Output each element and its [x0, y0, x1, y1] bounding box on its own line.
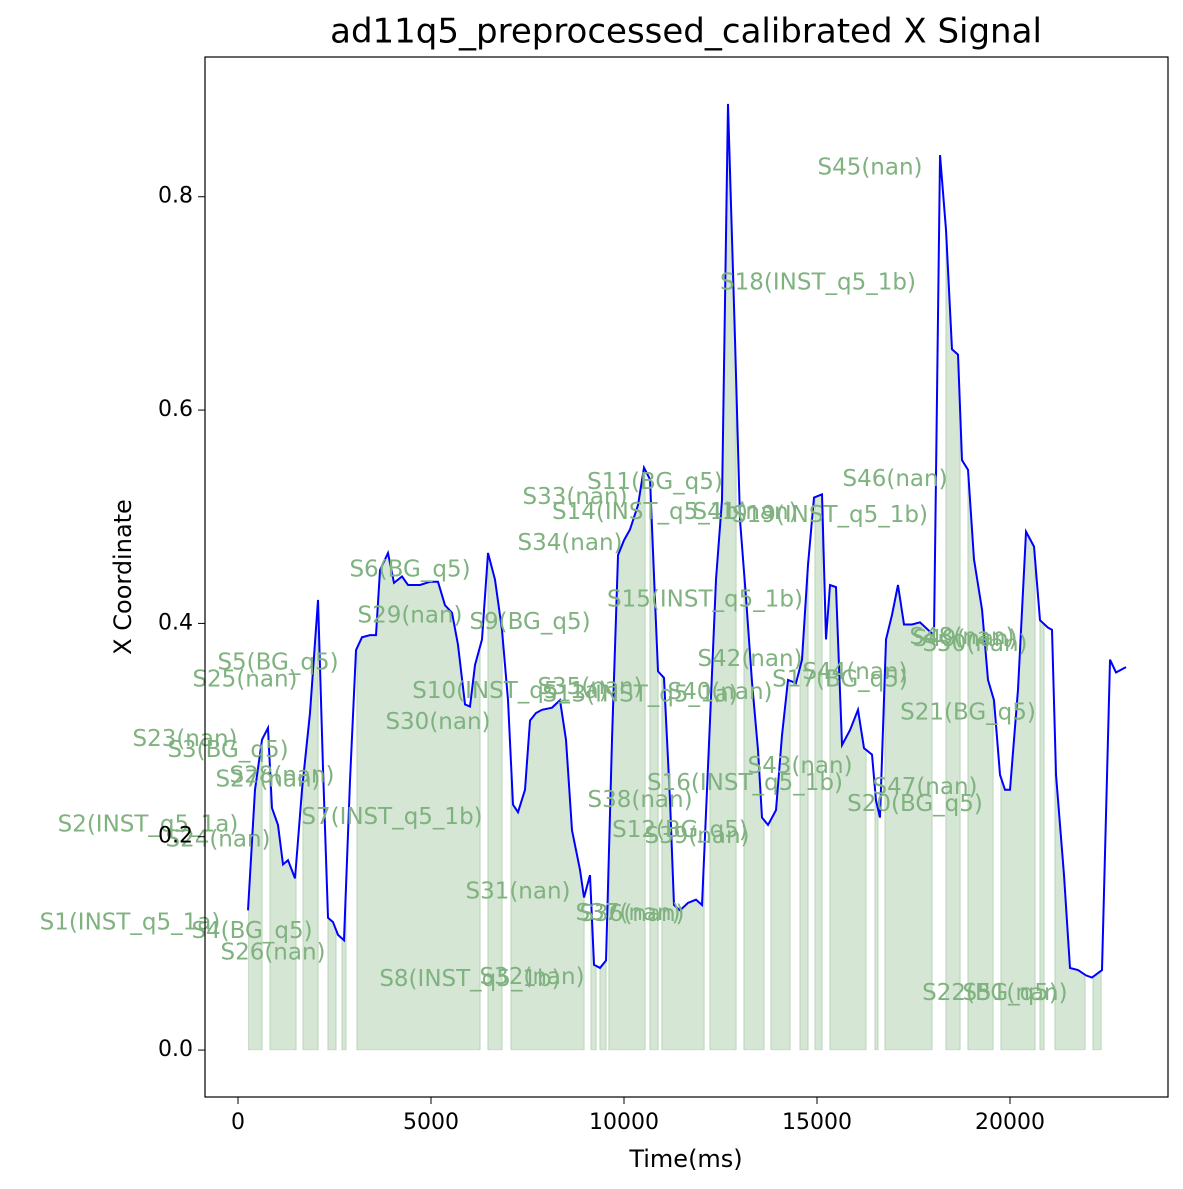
annotation: S11(BG_q5) [587, 469, 723, 495]
segment [945, 103, 961, 1051]
annotation: S10(INST_q5_1a) [412, 678, 607, 704]
plot: S1(INST_q5_1a) S2(INST_q5_1a) S3(BG_q5) S4(… [40, 103, 1127, 1006]
segment [743, 103, 765, 1051]
annotation: S37(nan) [575, 900, 680, 926]
annotation: S16(INST_q5_1b) [647, 770, 843, 796]
segment [814, 103, 823, 1051]
annotation: S44(nan) [802, 659, 907, 685]
annotation: S34(nan) [517, 530, 622, 556]
annotation: S25(nan) [192, 666, 297, 692]
segment [302, 103, 319, 1051]
plot-frame [204, 56, 1169, 1098]
annotation: S14(INST_q5_1b) [552, 499, 748, 525]
annotation: S5(BG_q5) [217, 649, 338, 675]
chart-title: ad11q5_preprocessed_calibrated X Signal [330, 12, 1042, 52]
annotation: S28(nan) [229, 762, 334, 788]
annotation: S43(nan) [747, 753, 852, 779]
annotation: S31(nan) [465, 879, 570, 905]
annotation: S32(nan) [479, 964, 584, 990]
segment [709, 103, 737, 1051]
annotation: S20(BG_q5) [847, 791, 983, 817]
annotation: S30(nan) [385, 709, 490, 735]
annotation: S27(nan) [215, 767, 320, 793]
annotation: S18(INST_q5_1b) [720, 270, 916, 296]
annotation: S33(nan) [522, 484, 627, 510]
annotation: S26(nan) [220, 940, 325, 966]
y-tick-label: 0.6 [158, 397, 193, 422]
segment [770, 103, 791, 1051]
segment [967, 103, 994, 1051]
annotation: S46(nan) [842, 466, 947, 492]
annotation: S45(nan) [817, 154, 922, 180]
x-tick-label: 0 [231, 1110, 245, 1135]
segment [1000, 103, 1036, 1051]
annotation: S7(INST_q5_1b) [301, 804, 482, 830]
segment [248, 103, 263, 1051]
annotation: S49(nan) [912, 626, 1017, 652]
segment [1054, 103, 1086, 1051]
annotation: S17(BG_q5) [772, 666, 908, 692]
x-axis-label: Time(ms) [628, 1145, 742, 1173]
segment [1039, 103, 1045, 1051]
annotation: S21(BG_q5) [900, 700, 1036, 726]
annotation: S42(nan) [697, 646, 802, 672]
segment [1092, 103, 1102, 1051]
annotation: S50(nan) [922, 631, 1027, 657]
annotation: S24(nan) [165, 826, 270, 852]
annotation: S38(nan) [587, 787, 692, 813]
x-tick-label: 15000 [782, 1110, 852, 1135]
annotation: S2(INST_q5_1a) [58, 812, 239, 838]
x-tick-label: 20000 [975, 1110, 1045, 1135]
annotation: S51(nan) [962, 980, 1067, 1006]
annotation: S22(BG_q5) [922, 980, 1058, 1006]
y-tick-label: 0.2 [158, 824, 193, 849]
annotation: S8(INST_q5_1b) [379, 966, 560, 992]
y-axis-label: X Coordinate [109, 499, 137, 655]
annotation: S19(INST_q5_1b) [732, 502, 928, 528]
annotation: S13(INST_q5_1a) [542, 681, 737, 707]
annotation: S35(nan) [537, 674, 642, 700]
segment [356, 103, 481, 1051]
y-tick-label: 0.8 [158, 184, 193, 209]
annotation: S9(BG_q5) [469, 609, 590, 635]
y-tick-label: 0.4 [158, 610, 193, 635]
annotation: S1(INST_q5_1a) [40, 910, 221, 936]
annotation: S12(BG_q5) [612, 817, 748, 843]
x-tick-label: 10000 [589, 1110, 659, 1135]
annotation: S36(nan) [579, 901, 684, 927]
annotation: S15(INST_q5_1b) [607, 586, 803, 612]
annotation: S48(nan) [909, 624, 1014, 650]
annotation: S40(nan) [667, 679, 772, 705]
annotation: S39(nan) [644, 823, 749, 849]
annotation: S3(BG_q5) [167, 737, 288, 763]
segment [884, 103, 933, 1051]
annotation: S6(BG_q5) [349, 557, 470, 583]
segment [799, 103, 809, 1051]
segment [269, 103, 297, 1051]
segment [327, 103, 337, 1051]
annotation: S4(BG_q5) [191, 918, 312, 944]
annotation: S47(nan) [872, 774, 977, 800]
annotation: S41(nan) [692, 499, 797, 525]
x-tick-label: 5000 [403, 1110, 459, 1135]
segment [829, 103, 867, 1051]
annotation: S29(nan) [357, 602, 462, 628]
y-tick-label: 0.0 [158, 1037, 193, 1062]
segment [874, 103, 879, 1051]
signal-line [247, 103, 1127, 979]
annotation: S23(nan) [132, 726, 237, 752]
